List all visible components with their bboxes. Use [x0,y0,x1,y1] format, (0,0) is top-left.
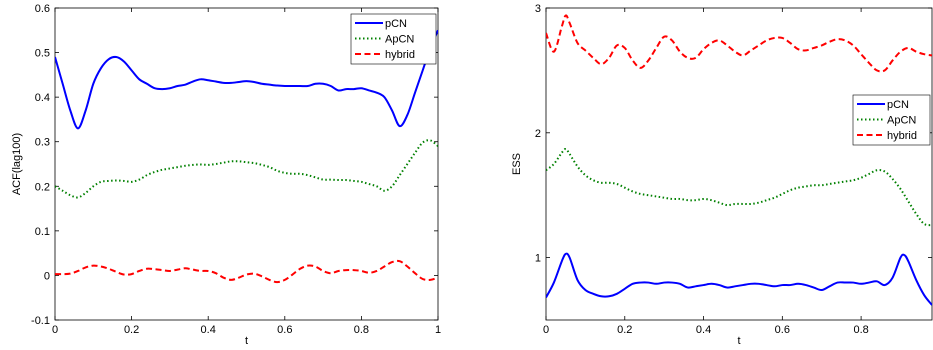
legend-label: hybrid [385,49,415,61]
y-axis-label: ACF(lag100) [11,133,23,195]
x-tick-label: 0.4 [201,324,216,336]
legend-label: ApCN [887,115,916,127]
series-line-hybrid [55,259,438,284]
x-tick-label: 0.2 [124,324,139,336]
x-axis-label: t [245,335,248,345]
y-tick-label: -0.1 [31,315,50,327]
x-tick-label: 0.4 [696,324,711,336]
series-line-apcn [546,148,932,227]
x-tick-label: 0.8 [354,324,369,336]
y-tick-label: 0.5 [35,48,50,60]
chart-panel-1: 0 0.2 0.4 0.6 0.8 1-0.100.10.20.30.40.50.6tAC… [11,3,441,347]
y-tick-label: 0.3 [35,137,50,149]
x-tick-label: 1 [435,324,441,336]
y-tick-label: 0.2 [35,181,50,193]
x-tick-label: 0 [543,324,549,336]
plot-frame [545,7,933,321]
x-tick-label: 0 [52,324,58,336]
series-line-pcn [546,252,932,306]
chart-panel-2: 0 0.2 0.4 0.6 0.8 1 2 3 t ESS pCN ApCN hybrid [511,3,933,347]
y-tick-label: 2 [535,128,541,140]
plot-area [55,29,438,284]
y-tick-label: 3 [535,3,541,15]
y-tick-label: 0.1 [35,226,50,238]
series-line-hybrid [546,14,932,73]
y-tick-label: 0.4 [35,92,50,104]
legend-label: ApCN [385,34,414,46]
plot-area [546,14,932,306]
x-tick-label: 0.6 [775,324,790,336]
plot-frame [54,7,439,321]
y-tick-label: 0.6 [35,3,50,15]
x-tick-label: 0.2 [617,324,632,336]
y-axis-label: ESS [511,153,523,175]
y-tick-label: 0 [44,270,50,282]
series-line-apcn [55,139,438,199]
legend: pCN ApCN hybrid [350,13,437,65]
series-line-pcn [55,29,438,130]
x-tick-label: 0.6 [277,324,292,336]
y-tick-label: 1 [535,253,541,265]
legend-label: pCN [385,18,407,30]
legend: pCN ApCN hybrid [852,94,931,146]
x-tick-label: 0.8 [853,324,868,336]
legend-label: pCN [887,99,909,111]
x-axis-label: t [737,335,740,345]
legend-label: hybrid [887,130,917,142]
